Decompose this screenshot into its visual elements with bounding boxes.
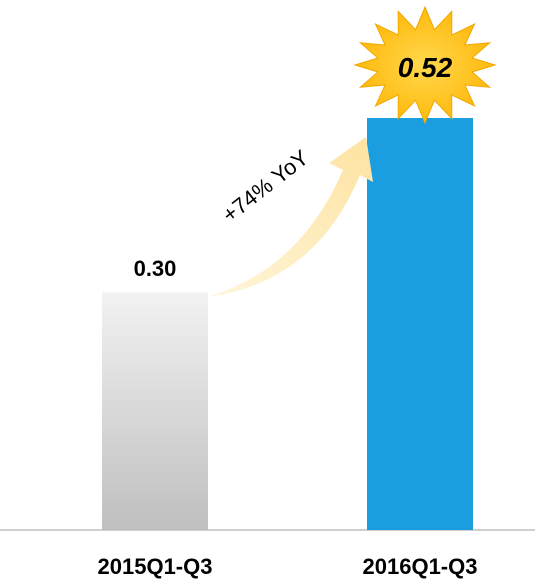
x-tick-label-2015q1-q3: 2015Q1-Q3 xyxy=(98,554,213,579)
bar-2015q1-q3 xyxy=(102,292,208,530)
x-tick-label-2016q1-q3: 2016Q1-Q3 xyxy=(363,554,478,579)
data-label-2016q1-q3: 0.52 xyxy=(398,52,453,83)
data-label-2015q1-q3: 0.30 xyxy=(134,256,177,281)
growth-arrow xyxy=(207,137,373,297)
bar-2016q1-q3 xyxy=(367,118,473,530)
starburst-icon xyxy=(353,5,497,125)
yoy-annotation: +74% YoY xyxy=(217,145,313,228)
